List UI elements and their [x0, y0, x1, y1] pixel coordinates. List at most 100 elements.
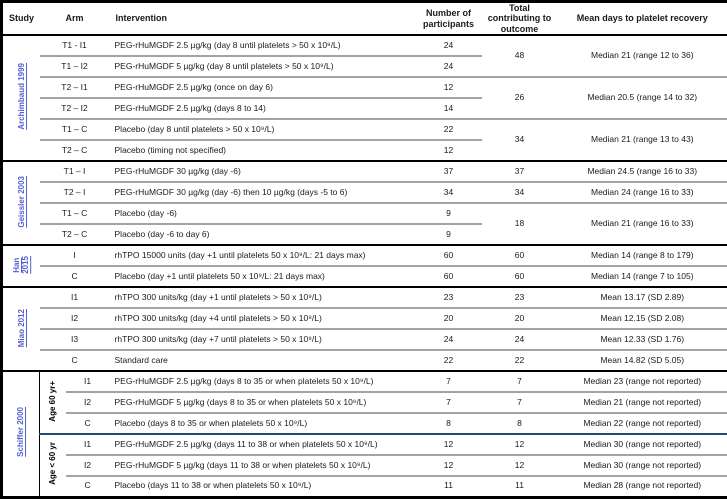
- participants-cell: 9: [416, 203, 482, 224]
- study-cell: Han 2015: [2, 245, 40, 287]
- study-cell: Miao 2012: [2, 287, 40, 371]
- intervention-cell: PEG-rHuMGDF 2.5 µg/kg (days 8 to 35 or w…: [110, 371, 416, 392]
- arm-cell: T2 – C: [40, 140, 110, 161]
- participants-cell: 60: [416, 266, 482, 287]
- table-row: C Placebo (day +1 until platelets 50 x 1…: [2, 266, 727, 287]
- mean-cell: Median 22 (range not reported): [558, 413, 727, 434]
- participants-cell: 12: [416, 77, 482, 98]
- mean-cell: Median 21 (range not reported): [558, 392, 727, 413]
- total-cell: 60: [482, 245, 558, 266]
- study-link-geissler[interactable]: Geissler 2003: [17, 176, 26, 228]
- study-link-miao[interactable]: Miao 2012: [17, 309, 26, 347]
- participants-cell: 24: [416, 56, 482, 77]
- subgroup-cell: Age 60 yr+: [40, 371, 66, 434]
- arm-cell: C: [66, 413, 110, 434]
- mean-cell: Median 30 (range not reported): [558, 455, 727, 476]
- participants-cell: 24: [416, 35, 482, 56]
- mean-cell: Mean 12.15 (SD 2.08): [558, 308, 727, 329]
- arm-cell: I2: [66, 392, 110, 413]
- table-row: T1 – C Placebo (day 8 until platelets > …: [2, 119, 727, 140]
- arm-cell: T1 – I2: [40, 56, 110, 77]
- table-row: Han 2015 I rhTPO 15000 units (day +1 unt…: [2, 245, 727, 266]
- total-cell: 24: [482, 329, 558, 350]
- mean-cell: Median 28 (range not reported): [558, 476, 727, 497]
- total-cell: 20: [482, 308, 558, 329]
- table-row: Miao 2012 I1 rhTPO 300 units/kg (day +1 …: [2, 287, 727, 308]
- participants-cell: 22: [416, 350, 482, 371]
- intervention-cell: Placebo (day -6): [110, 203, 416, 224]
- col-header-total: Total contributing to outcome: [482, 2, 558, 36]
- table-row: C Placebo (days 11 to 38 or when platele…: [2, 476, 727, 497]
- arm-cell: T1 – C: [40, 119, 110, 140]
- study-link-han[interactable]: Han 2015: [12, 256, 30, 274]
- intervention-cell: Placebo (day -6 to day 6): [110, 224, 416, 245]
- table-row: I3 rhTPO 300 units/kg (day +7 until plat…: [2, 329, 727, 350]
- total-cell: 23: [482, 287, 558, 308]
- table-row: I2 rhTPO 300 units/kg (day +4 until plat…: [2, 308, 727, 329]
- total-cell: 12: [482, 455, 558, 476]
- table-row: I2 PEG-rHuMGDF 5 µg/kg (days 11 to 38 or…: [2, 455, 727, 476]
- mean-cell: Median 24.5 (range 16 to 33): [558, 161, 727, 182]
- intervention-cell: Placebo (day 8 until platelets > 50 x 10…: [110, 119, 416, 140]
- arm-cell: I2: [66, 455, 110, 476]
- participants-cell: 7: [416, 392, 482, 413]
- col-header-mean: Mean days to platelet recovery: [558, 2, 727, 36]
- intervention-cell: Standard care: [110, 350, 416, 371]
- participants-cell: 60: [416, 245, 482, 266]
- intervention-cell: Placebo (timing not specified): [110, 140, 416, 161]
- participants-cell: 24: [416, 329, 482, 350]
- intervention-cell: rhTPO 15000 units (day +1 until platelet…: [110, 245, 416, 266]
- mean-cell: Median 21 (range 13 to 43): [558, 119, 727, 161]
- total-cell: 48: [482, 35, 558, 77]
- mean-cell: Median 30 (range not reported): [558, 434, 727, 455]
- table-row: C Placebo (days 8 to 35 or when platelet…: [2, 413, 727, 434]
- intervention-cell: rhTPO 300 units/kg (day +4 until platele…: [110, 308, 416, 329]
- arm-cell: T2 – I: [40, 182, 110, 203]
- total-cell: 60: [482, 266, 558, 287]
- intervention-cell: PEG-rHuMGDF 2.5 µg/kg (days 11 to 38 or …: [110, 434, 416, 455]
- arm-cell: T1 – I: [40, 161, 110, 182]
- arm-cell: I1: [66, 371, 110, 392]
- participants-cell: 23: [416, 287, 482, 308]
- arm-cell: C: [40, 266, 110, 287]
- participants-cell: 22: [416, 119, 482, 140]
- arm-cell: I3: [40, 329, 110, 350]
- arm-cell: T1 – C: [40, 203, 110, 224]
- total-cell: 22: [482, 350, 558, 371]
- intervention-cell: rhTPO 300 units/kg (day +7 until platele…: [110, 329, 416, 350]
- arm-cell: T2 – C: [40, 224, 110, 245]
- header-row: Study Arm Intervention Number of partici…: [2, 2, 727, 36]
- study-link-archimbaud[interactable]: Archimbaud 1999: [17, 63, 26, 130]
- study-cell: Geissler 2003: [2, 161, 40, 245]
- intervention-cell: Placebo (days 11 to 38 or when platelets…: [110, 476, 416, 497]
- intervention-cell: PEG-rHuMGDF 2.5 µg/kg (once on day 6): [110, 77, 416, 98]
- arm-cell: I2: [40, 308, 110, 329]
- arm-cell: C: [66, 476, 110, 497]
- participants-cell: 34: [416, 182, 482, 203]
- total-cell: 37: [482, 161, 558, 182]
- participants-cell: 8: [416, 413, 482, 434]
- table-row: T2 – I PEG-rHuMGDF 30 µg/kg (day -6) the…: [2, 182, 727, 203]
- arm-cell: I1: [40, 287, 110, 308]
- total-cell: 11: [482, 476, 558, 497]
- arm-cell: I: [40, 245, 110, 266]
- subgroup-label-age60plus: Age 60 yr+: [48, 381, 57, 422]
- intervention-cell: Placebo (day +1 until platelets 50 x 10⁹…: [110, 266, 416, 287]
- study-link-schiffer[interactable]: Schiffer 2000: [16, 407, 25, 457]
- total-cell: 12: [482, 434, 558, 455]
- intervention-cell: PEG-rHuMGDF 2.5 µg/kg (day 8 until plate…: [110, 35, 416, 56]
- total-cell: 7: [482, 392, 558, 413]
- total-cell: 8: [482, 413, 558, 434]
- arm-cell: T1 - I1: [40, 35, 110, 56]
- table-row: Archimbaud 1999 T1 - I1 PEG-rHuMGDF 2.5 …: [2, 35, 727, 56]
- intervention-cell: PEG-rHuMGDF 30 µg/kg (day -6): [110, 161, 416, 182]
- table-row: Schiffer 2000 Age 60 yr+ I1 PEG-rHuMGDF …: [2, 371, 727, 392]
- col-header-intervention: Intervention: [110, 2, 416, 36]
- intervention-cell: Placebo (days 8 to 35 or when platelets …: [110, 413, 416, 434]
- participants-cell: 14: [416, 98, 482, 119]
- mean-cell: Mean 13.17 (SD 2.89): [558, 287, 727, 308]
- subgroup-cell: Age < 60 yr: [40, 434, 66, 497]
- mean-cell: Median 14 (range 7 to 105): [558, 266, 727, 287]
